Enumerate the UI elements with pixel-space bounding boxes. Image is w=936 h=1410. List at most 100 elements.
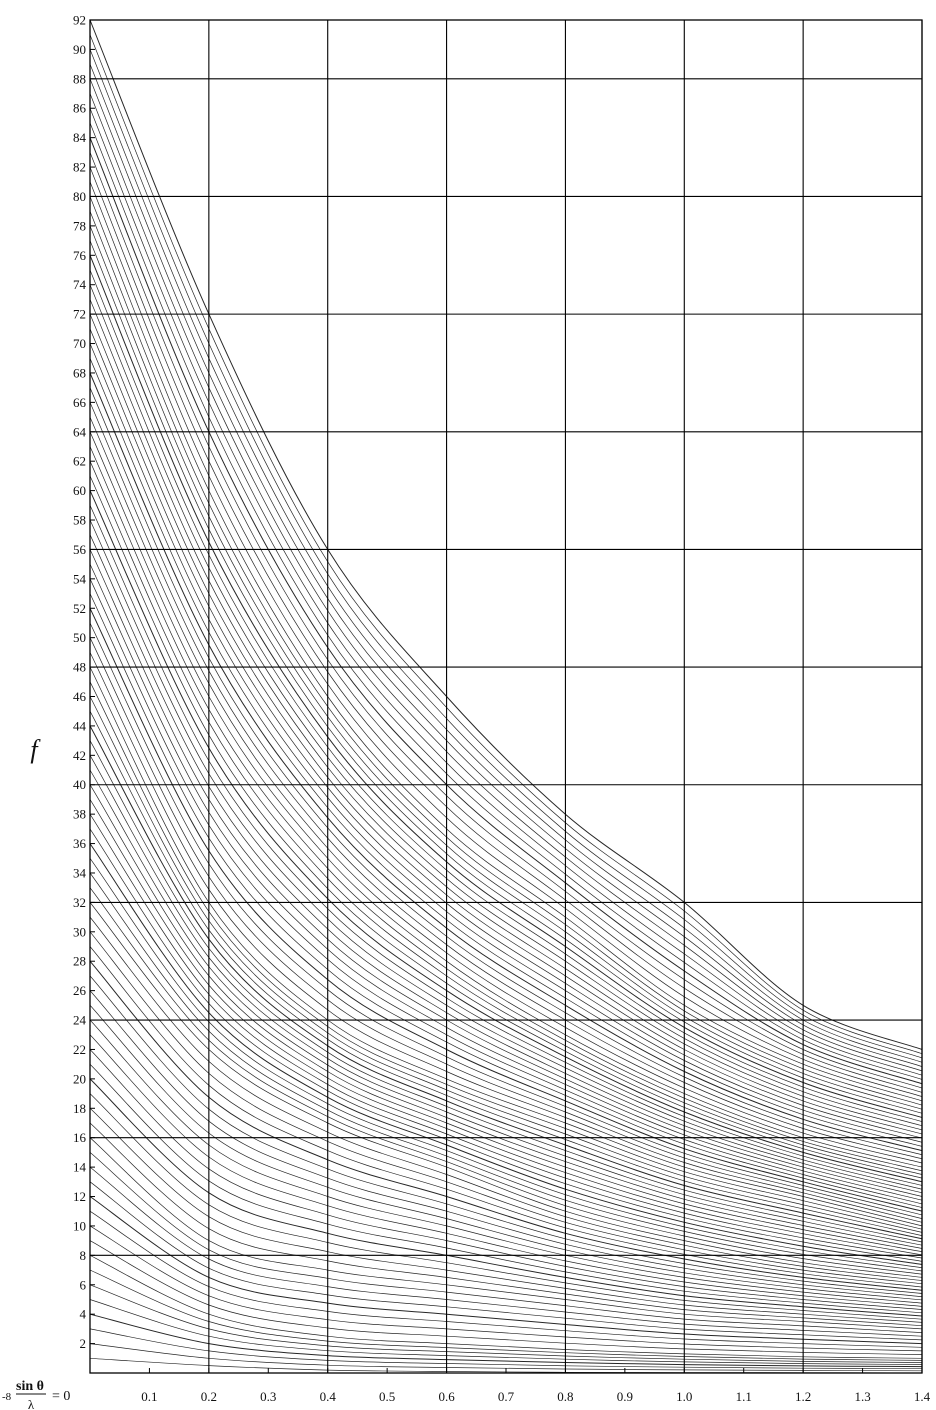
y-tick-label: 38 xyxy=(73,807,86,822)
x-tick-label: 1.3 xyxy=(854,1389,870,1404)
y-tick-label: 90 xyxy=(73,42,86,57)
y-tick-label: 82 xyxy=(73,160,86,175)
y-tick-label: 20 xyxy=(73,1071,86,1086)
x-axis-label-denominator: λ xyxy=(28,1397,35,1410)
scattering-curve xyxy=(89,505,923,1186)
scattering-curve xyxy=(89,534,923,1194)
scattering-curve xyxy=(89,196,923,1102)
scattering-curve xyxy=(89,313,923,1135)
scattering-curve xyxy=(89,152,923,1089)
scattering-curve xyxy=(89,1166,923,1337)
scattering-curve xyxy=(89,299,923,1131)
y-tick-label: 34 xyxy=(73,865,87,880)
scattering-curve xyxy=(89,431,923,1168)
x-tick-label: 1.2 xyxy=(795,1389,811,1404)
y-tick-label: 44 xyxy=(73,718,87,733)
scattering-curve xyxy=(89,122,923,1080)
x-axis-label-suffix: = 0 xyxy=(52,1389,70,1404)
scattering-curve xyxy=(89,622,923,1216)
scattering-curve xyxy=(89,372,923,1152)
y-tick-label: 80 xyxy=(73,189,86,204)
scattering-curve xyxy=(89,608,923,1212)
scattering-curve xyxy=(89,799,923,1256)
y-tick-label: 70 xyxy=(73,336,86,351)
scattering-curve xyxy=(89,1210,923,1348)
scattering-curve xyxy=(89,255,923,1118)
scattering-curve xyxy=(89,1093,923,1320)
scattering-curve xyxy=(89,1299,923,1365)
y-tick-label: 32 xyxy=(73,895,86,910)
x-tick-label: 0.6 xyxy=(438,1389,455,1404)
y-tick-label: 74 xyxy=(73,277,87,292)
x-tick-label: 1.1 xyxy=(736,1389,752,1404)
scattering-curve xyxy=(89,402,923,1160)
x-tick-label: 0.3 xyxy=(260,1389,276,1404)
scattering-curve xyxy=(89,549,923,1197)
scattering-curves xyxy=(89,19,923,1374)
scattering-curve xyxy=(89,328,923,1139)
y-tick-label: 24 xyxy=(73,1013,87,1028)
scattering-curve xyxy=(89,19,923,1050)
scattering-curve xyxy=(89,93,923,1072)
y-tick-label: 16 xyxy=(73,1130,87,1145)
y-tick-label: 88 xyxy=(73,71,86,86)
scattering-curve xyxy=(89,1328,923,1370)
scattering-curve xyxy=(89,1137,923,1330)
scattering-curve xyxy=(89,284,923,1127)
y-tick-label: 58 xyxy=(73,513,86,528)
scattering-curve xyxy=(89,225,923,1110)
scattering-curve xyxy=(89,578,923,1205)
scattering-curve xyxy=(89,1196,923,1345)
scattering-curve xyxy=(89,108,923,1076)
scattering-curve xyxy=(89,461,923,1175)
scattering-curve xyxy=(89,211,923,1106)
scattering-curve xyxy=(89,755,923,1246)
axes xyxy=(89,19,923,1374)
y-tick-label: 92 xyxy=(73,13,86,28)
y-tick-label: 46 xyxy=(73,689,87,704)
y-tick-labels: 2468101214161820222426283032343638404244… xyxy=(73,13,95,1351)
y-tick-label: 54 xyxy=(73,571,87,586)
y-tick-label: 86 xyxy=(73,101,87,116)
x-tick-label: 0.1 xyxy=(141,1389,157,1404)
y-tick-label: 14 xyxy=(73,1160,87,1175)
x-axis-label-numerator: sin θ xyxy=(16,1379,44,1394)
y-tick-label: 2 xyxy=(80,1336,87,1351)
y-tick-label: 4 xyxy=(80,1307,87,1322)
y-tick-label: 62 xyxy=(73,454,86,469)
y-tick-label: 72 xyxy=(73,307,86,322)
scattering-curve xyxy=(89,593,923,1208)
y-tick-label: 8 xyxy=(80,1248,87,1263)
x-tick-label: 0.2 xyxy=(201,1389,217,1404)
scattering-curve xyxy=(89,637,923,1219)
scattering-curve xyxy=(89,343,923,1143)
scattering-curve xyxy=(89,137,923,1085)
scattering-curve xyxy=(89,446,923,1172)
scattering-curve xyxy=(89,1240,923,1355)
scattering-curve xyxy=(89,666,923,1227)
y-tick-label: 78 xyxy=(73,218,86,233)
x-tick-labels: 0.1 0.2 0.3 0.4 0.5 0.6 0.7 0.8 0.9 1.0 1.1 1.2 1.3 1… xyxy=(89,1368,931,1404)
plot-frame xyxy=(89,19,923,1374)
y-tick-label: 48 xyxy=(73,660,86,675)
y-tick-label: 76 xyxy=(73,248,87,263)
x-axis-label-prefix: -8 xyxy=(2,1391,12,1403)
y-tick-label: 84 xyxy=(73,130,87,145)
scattering-curve xyxy=(89,387,923,1156)
x-tick-label: 0.4 xyxy=(320,1389,337,1404)
scattering-curve xyxy=(89,1254,923,1359)
scattering-curve xyxy=(89,78,923,1067)
y-tick-label: 28 xyxy=(73,954,86,969)
scattering-curve xyxy=(89,519,923,1190)
scattering-curve xyxy=(89,490,923,1183)
y-tick-label: 64 xyxy=(73,424,87,439)
scattering-curve xyxy=(89,652,923,1223)
scattering-curve xyxy=(89,1225,923,1352)
x-axis-label: -8 sin θ λ = 0 xyxy=(2,1379,70,1410)
scattering-curve xyxy=(89,681,923,1230)
scattering-curve xyxy=(89,63,923,1063)
scattering-curve xyxy=(89,358,923,1147)
y-tick-label: 40 xyxy=(73,777,86,792)
y-tick-label: 10 xyxy=(73,1218,86,1233)
